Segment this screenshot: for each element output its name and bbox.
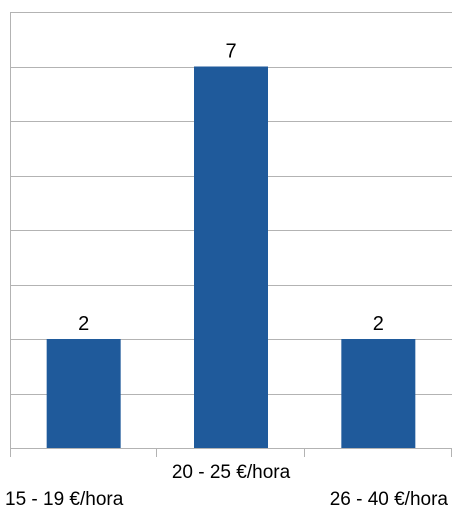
x-tick-label: 20 - 25 €/hora	[172, 462, 291, 483]
data-labels: 2 7 2	[78, 41, 384, 336]
bar	[46, 339, 121, 448]
x-tick-label: 15 - 19 €/hora	[5, 489, 124, 510]
bar	[194, 66, 268, 448]
tick-labels: 15 - 19 €/hora 20 - 25 €/hora 26 - 40 €/ho…	[5, 462, 448, 510]
x-tick-label: 26 - 40 €/hora	[330, 489, 449, 510]
data-label: 7	[225, 41, 236, 63]
bar	[341, 339, 416, 448]
data-label: 2	[373, 313, 384, 335]
bars	[46, 66, 416, 448]
data-label: 2	[78, 313, 89, 335]
